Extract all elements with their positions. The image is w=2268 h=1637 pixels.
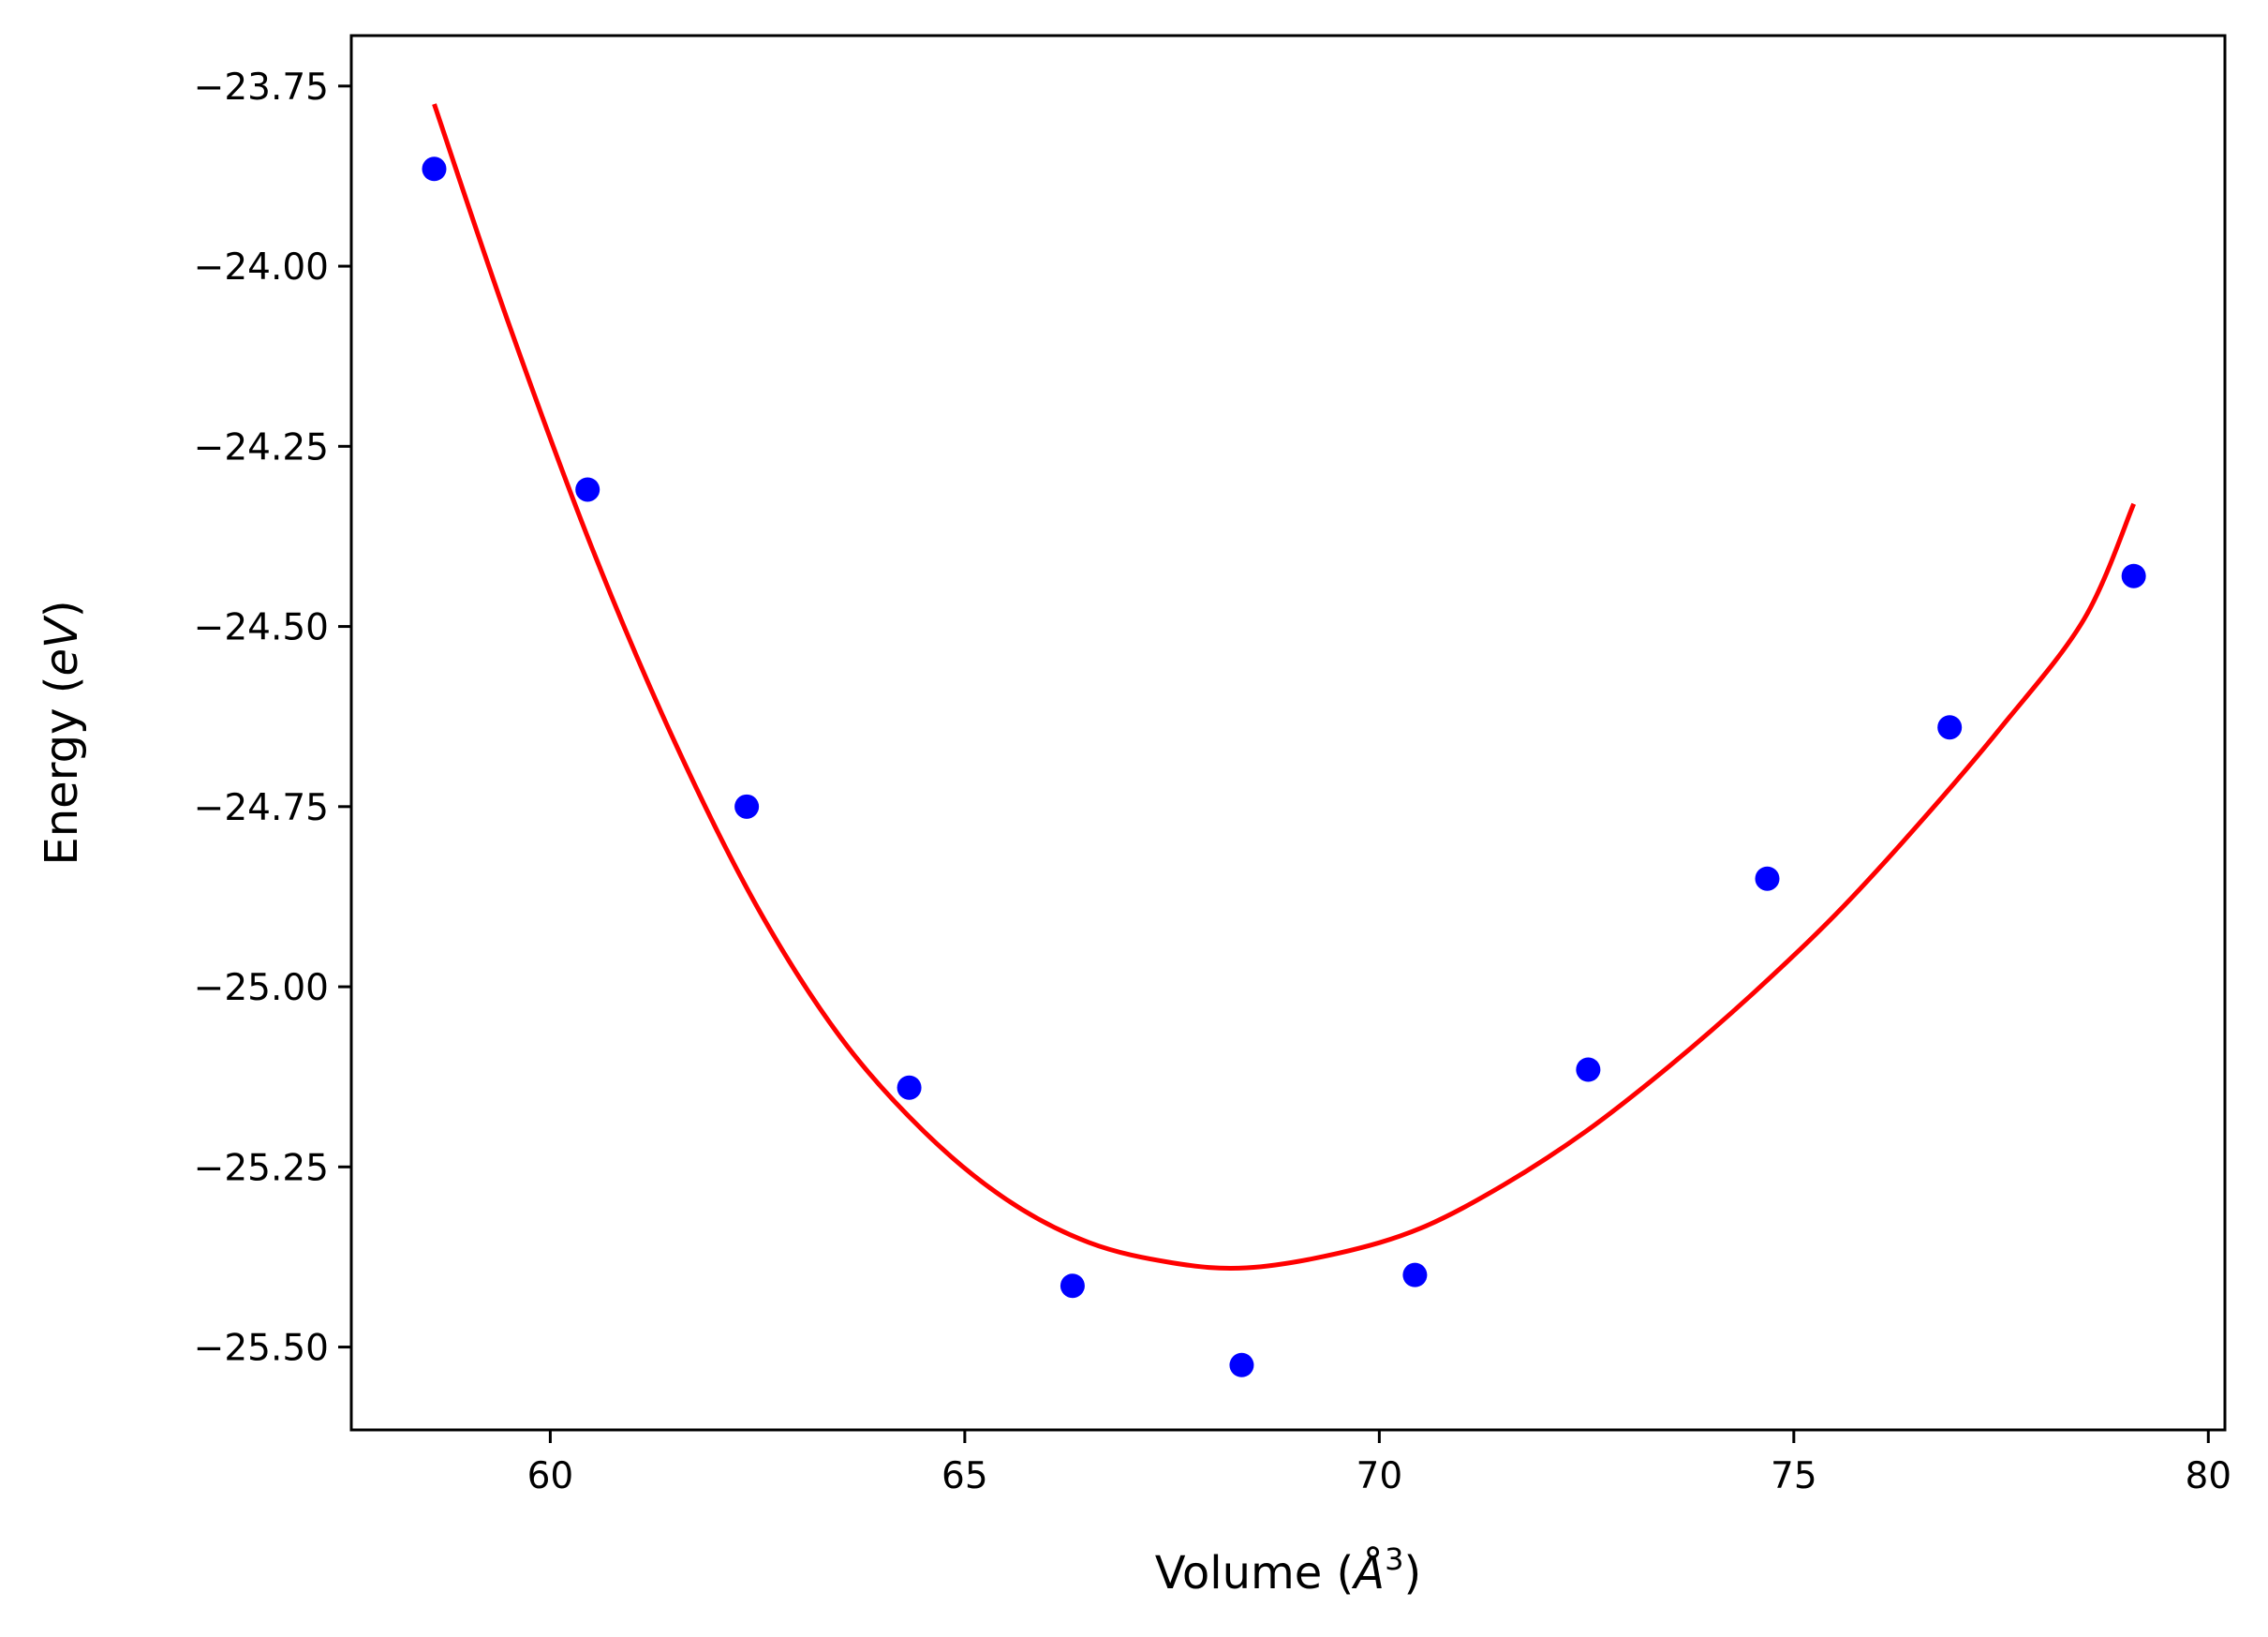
x-axis-title-superscript: 3 <box>1385 1541 1403 1577</box>
y-axis-title-prefix: Energy ( <box>36 677 88 866</box>
y-axis-title-unit: eV <box>36 615 88 677</box>
y-tick-label: −24.25 <box>194 426 329 469</box>
x-axis-title-prefix: Volume ( <box>1155 1547 1355 1600</box>
data-point-5 <box>1060 1273 1085 1299</box>
y-axis-title-suffix: ) <box>36 600 88 618</box>
x-tick-label: 75 <box>1771 1455 1817 1497</box>
data-point-8 <box>1576 1057 1601 1082</box>
y-tick-label: −24.50 <box>194 607 329 649</box>
x-axis-ticks: 60 65 70 75 80 <box>527 1430 2231 1497</box>
data-point-9 <box>1755 866 1780 891</box>
x-axis-title: Volume (Å3) <box>1155 1541 1421 1600</box>
x-tick-label: 65 <box>941 1455 988 1497</box>
y-axis-title: Energy (eV) <box>36 600 88 865</box>
plot-background <box>351 36 2225 1430</box>
x-axis-title-unit: Å <box>1351 1546 1385 1600</box>
y-tick-label: −24.75 <box>194 787 329 829</box>
y-tick-label: −24.00 <box>194 246 329 289</box>
data-point-7 <box>1402 1262 1428 1287</box>
x-tick-label: 70 <box>1356 1455 1403 1497</box>
plot-content <box>422 103 2146 1377</box>
fit-curve <box>432 103 2136 1271</box>
data-point-3 <box>734 794 760 819</box>
y-tick-label: −23.75 <box>194 67 329 109</box>
data-point-4 <box>897 1075 922 1100</box>
y-axis-ticks: −23.75 −24.00 −24.25 −24.50 −24.75 −25.00 −25.… <box>194 67 351 1370</box>
data-point-6 <box>1229 1352 1254 1377</box>
x-tick-label: 80 <box>2185 1455 2231 1497</box>
x-axis-title-suffix: ) <box>1403 1547 1421 1600</box>
y-tick-label: −25.25 <box>194 1147 329 1189</box>
data-point-10 <box>1937 715 1963 740</box>
data-point-2 <box>575 477 600 502</box>
y-tick-label: −25.00 <box>194 967 329 1009</box>
plot-frame <box>349 34 2227 1432</box>
data-point-1 <box>422 156 447 182</box>
y-tick-label: −25.50 <box>194 1328 329 1370</box>
data-point-11 <box>2121 563 2146 588</box>
x-tick-label: 60 <box>527 1455 574 1497</box>
